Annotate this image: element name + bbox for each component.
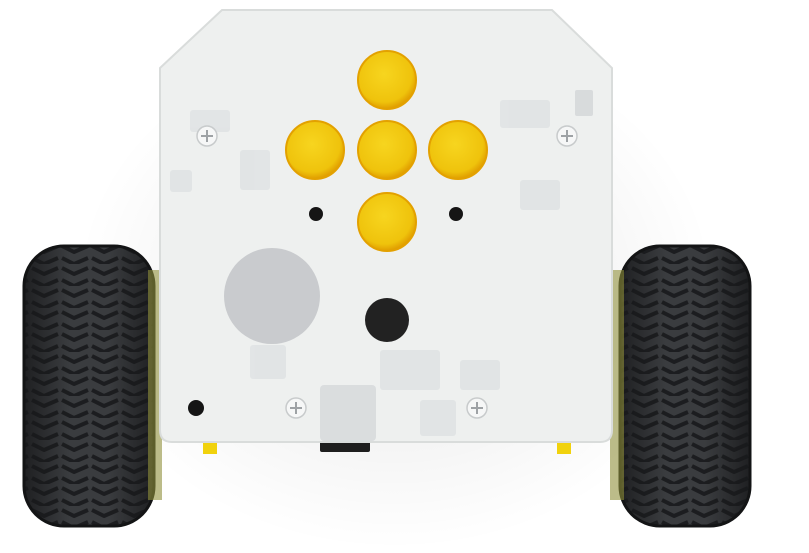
screw-icon <box>556 125 578 147</box>
light-sensor <box>365 298 409 342</box>
right-wheel <box>610 244 752 528</box>
yellow-tab-left <box>203 440 217 454</box>
button-down[interactable] <box>357 192 417 252</box>
screw-icon <box>466 397 488 419</box>
sensor-hole-left <box>309 207 323 221</box>
button-right[interactable] <box>428 120 488 180</box>
left-wheel <box>22 244 162 528</box>
speaker <box>224 248 320 344</box>
sensor-hole-corner <box>188 400 204 416</box>
yellow-tab-right <box>557 440 571 454</box>
screw-icon <box>285 397 307 419</box>
screw-icon <box>196 125 218 147</box>
circuit-traces <box>170 90 593 441</box>
button-left[interactable] <box>285 120 345 180</box>
button-center[interactable] <box>357 120 417 180</box>
sensor-hole-right <box>449 207 463 221</box>
button-up[interactable] <box>357 50 417 110</box>
